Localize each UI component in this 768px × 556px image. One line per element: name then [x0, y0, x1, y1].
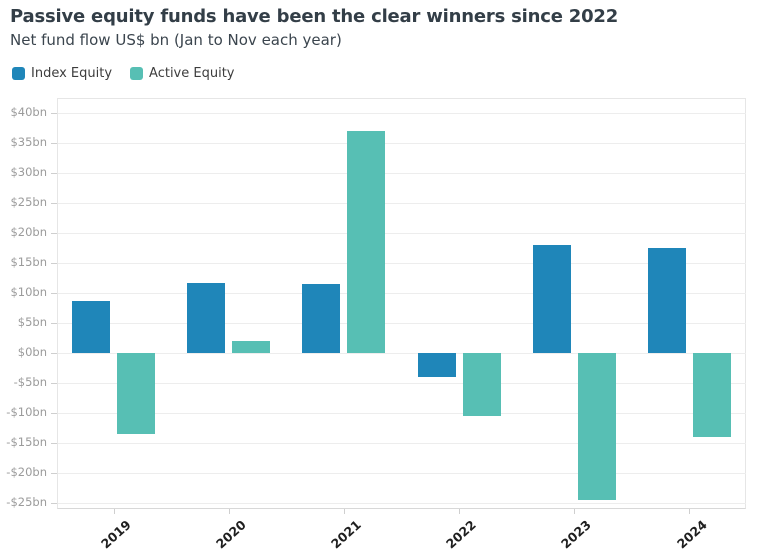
y-axis-label-30: $30bn [10, 165, 47, 179]
legend-swatch-index-equity [12, 67, 25, 80]
chart-title: Passive equity funds have been the clear… [10, 6, 619, 27]
y-axis-label-25: $25bn [10, 195, 47, 209]
bar-2020-active-equity[interactable] [232, 341, 271, 353]
y-axis-label--15: -$15bn [6, 435, 47, 449]
x-axis-tick-2019 [113, 509, 115, 514]
y-axis-tick--25 [51, 503, 57, 504]
legend-label-index-equity: Index Equity [31, 66, 113, 81]
y-axis-tick-20 [51, 233, 57, 234]
y-axis-label--25: -$25bn [6, 495, 47, 509]
y-axis-label-10: $10bn [10, 285, 47, 299]
bar-2021-index-equity[interactable] [302, 284, 341, 353]
y-axis-label-15: $15bn [10, 255, 47, 269]
bar-2022-active-equity[interactable] [462, 353, 501, 416]
x-axis-label-2019: 2019 [97, 517, 134, 552]
x-axis-label-2022: 2022 [443, 517, 480, 552]
legend: Index Equity Active Equity [12, 66, 234, 81]
y-axis-tick-35 [51, 143, 57, 144]
bar-2024-active-equity[interactable] [692, 353, 731, 437]
gridline-0 [58, 353, 746, 354]
legend-item-active-equity[interactable]: Active Equity [130, 66, 234, 81]
bar-2022-index-equity[interactable] [417, 353, 456, 377]
y-axis-label-40: $40bn [10, 105, 47, 119]
legend-label-active-equity: Active Equity [149, 66, 235, 81]
y-axis-tick-0 [51, 353, 57, 354]
bar-2023-active-equity[interactable] [577, 353, 616, 500]
gridline--20 [58, 473, 746, 474]
bar-2019-index-equity[interactable] [72, 300, 111, 353]
x-axis-label-2024: 2024 [673, 517, 710, 552]
chart-subtitle: Net fund flow US$ bn (Jan to Nov each ye… [10, 31, 342, 49]
x-axis-tick-2023 [574, 509, 576, 514]
gridline-15 [58, 263, 746, 264]
x-axis-label-2020: 2020 [212, 517, 249, 552]
gridline-10 [58, 293, 746, 294]
y-axis-label-0: $0bn [17, 345, 47, 359]
y-axis-label--5: -$5bn [13, 375, 47, 389]
x-axis-label-2021: 2021 [328, 517, 364, 552]
gridline-30 [58, 173, 746, 174]
y-axis-tick--15 [51, 443, 57, 444]
bar-2023-index-equity[interactable] [532, 245, 571, 353]
y-axis-tick-40 [51, 113, 57, 114]
x-axis-tick-2020 [228, 509, 230, 514]
plot-frame [57, 98, 746, 509]
gridline-20 [58, 233, 746, 234]
y-axis-tick--20 [51, 473, 57, 474]
gridline-5 [58, 323, 746, 324]
y-axis-label--20: -$20bn [6, 465, 47, 479]
y-axis-label--10: -$10bn [6, 405, 47, 419]
legend-item-index-equity[interactable]: Index Equity [12, 66, 112, 81]
y-axis-tick--10 [51, 413, 57, 414]
y-axis-tick-10 [51, 293, 57, 294]
y-axis-label-35: $35bn [10, 135, 47, 149]
legend-swatch-active-equity [130, 67, 144, 80]
gridline--5 [58, 383, 746, 384]
y-axis-tick-25 [51, 203, 57, 204]
gridline-35 [58, 143, 746, 144]
x-axis-tick-2021 [343, 509, 345, 514]
x-axis-label-2023: 2023 [558, 517, 595, 552]
bar-2021-active-equity[interactable] [347, 131, 386, 353]
gridline--15 [58, 443, 746, 444]
y-axis-tick-30 [51, 173, 57, 174]
y-axis-tick-15 [51, 263, 57, 264]
gridline--25 [58, 503, 746, 504]
y-axis-tick-5 [51, 323, 57, 324]
gridline-40 [58, 113, 746, 114]
bar-2020-index-equity[interactable] [187, 282, 226, 353]
y-axis-label-20: $20bn [10, 225, 47, 239]
x-axis-tick-2024 [689, 509, 691, 514]
gridline-25 [58, 203, 746, 204]
bar-2024-index-equity[interactable] [647, 248, 686, 353]
y-axis-label-5: $5bn [17, 315, 47, 329]
y-axis-tick--5 [51, 383, 57, 384]
x-axis-tick-2022 [459, 509, 461, 514]
bar-2019-active-equity[interactable] [117, 353, 156, 434]
gridline--10 [58, 413, 746, 414]
